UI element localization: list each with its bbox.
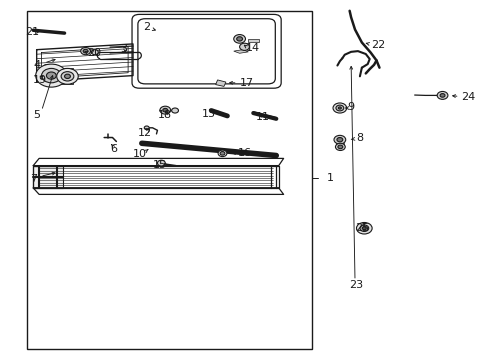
Circle shape: [46, 72, 56, 79]
Circle shape: [160, 106, 170, 114]
Circle shape: [91, 50, 98, 55]
FancyBboxPatch shape: [132, 14, 281, 88]
Text: 21: 21: [25, 27, 39, 37]
Circle shape: [335, 143, 345, 150]
Text: 16: 16: [237, 148, 251, 158]
Bar: [27, 11, 311, 349]
Circle shape: [338, 107, 341, 109]
Circle shape: [220, 152, 224, 155]
Text: 24: 24: [461, 92, 475, 102]
Circle shape: [64, 74, 70, 78]
Text: 1: 1: [326, 173, 333, 183]
Text: 19: 19: [33, 75, 47, 85]
Text: 9: 9: [347, 102, 354, 112]
Text: 22: 22: [370, 40, 384, 50]
Circle shape: [83, 49, 88, 53]
Bar: [46, 68, 73, 72]
Circle shape: [218, 150, 226, 157]
Text: 12: 12: [138, 128, 151, 138]
Circle shape: [57, 68, 78, 84]
Bar: [336, 143, 344, 145]
Text: 17: 17: [239, 78, 253, 88]
Circle shape: [337, 145, 342, 149]
Text: 6: 6: [110, 144, 117, 154]
Bar: [46, 81, 73, 84]
Circle shape: [439, 94, 444, 97]
Circle shape: [171, 108, 178, 113]
Text: 2: 2: [143, 22, 150, 32]
Text: 10: 10: [133, 149, 146, 159]
Text: 11: 11: [256, 112, 269, 122]
Text: 23: 23: [348, 280, 362, 290]
Circle shape: [157, 160, 165, 166]
Circle shape: [81, 48, 90, 55]
Circle shape: [335, 105, 343, 111]
Circle shape: [332, 103, 346, 113]
Circle shape: [359, 225, 368, 231]
Circle shape: [61, 72, 74, 81]
Text: 4: 4: [33, 60, 40, 70]
Text: 3: 3: [120, 44, 126, 54]
Circle shape: [356, 222, 371, 234]
Text: 13: 13: [202, 109, 216, 120]
Circle shape: [333, 135, 345, 144]
Polygon shape: [233, 50, 248, 53]
Circle shape: [41, 68, 61, 83]
Circle shape: [362, 227, 366, 230]
Circle shape: [236, 37, 242, 41]
Text: 14: 14: [245, 42, 259, 53]
Bar: [248, 39, 259, 42]
Text: 5: 5: [33, 110, 40, 120]
Circle shape: [163, 108, 167, 112]
Bar: [33, 166, 62, 188]
FancyBboxPatch shape: [138, 19, 275, 84]
Circle shape: [239, 43, 249, 50]
Polygon shape: [215, 80, 225, 86]
Circle shape: [233, 35, 245, 43]
Circle shape: [144, 126, 149, 130]
Text: 15: 15: [152, 160, 166, 170]
Text: 8: 8: [355, 133, 363, 143]
Circle shape: [336, 138, 342, 142]
Text: 18: 18: [158, 110, 172, 120]
Circle shape: [436, 91, 447, 99]
Circle shape: [36, 64, 67, 87]
Text: 7: 7: [30, 174, 37, 184]
Text: 25: 25: [354, 223, 368, 233]
Text: 20: 20: [87, 48, 101, 58]
